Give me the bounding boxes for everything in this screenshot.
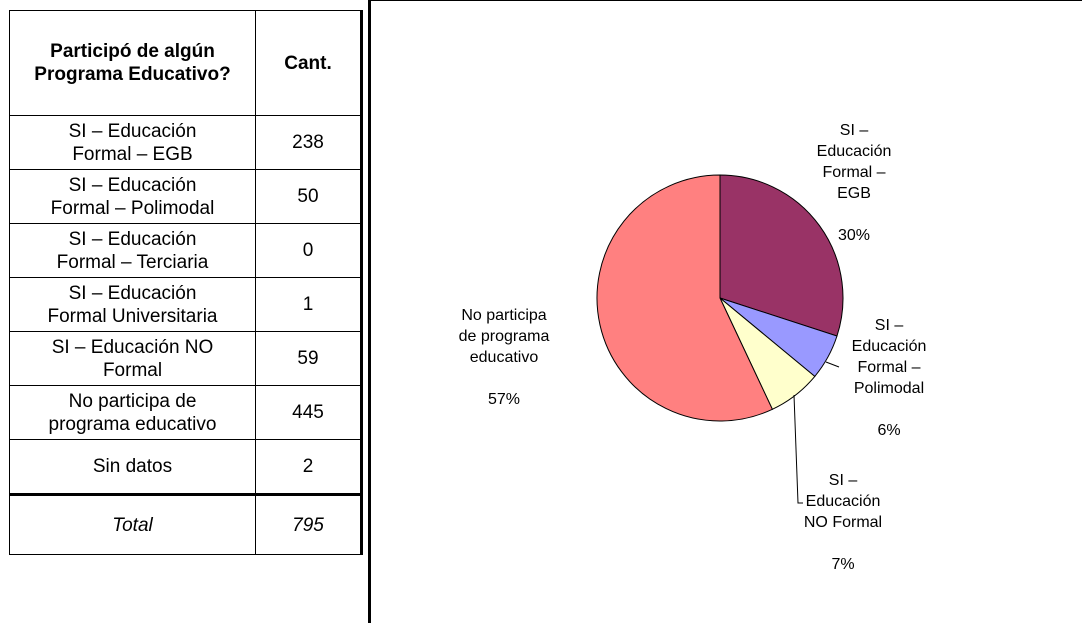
pie-slice-egb [719,174,844,337]
table-header-row: Participó de algún Programa Educativo? C… [9,10,362,116]
table-row: SI – Educación Formal – Polimodal 50 [9,169,362,224]
table-row: SI – Educación Formal – Terciaria 0 [9,223,362,278]
row-count: 2 [255,439,362,495]
table-row: Sin datos 2 [9,439,362,495]
row-count: 445 [255,385,362,440]
table-row: SI – Educación Formal – EGB 238 [9,115,362,170]
count-header: Cant. [255,10,362,116]
row-count: 0 [255,223,362,278]
row-label: SI – Educación Formal – Polimodal [9,169,256,224]
row-label: No participa de programa educativo [9,385,256,440]
row-label: SI – Educación Formal – Terciaria [9,223,256,278]
pie-slice-no-participa [596,174,774,422]
slice-name: SI – Educación Formal – EGB [816,122,892,202]
table-row: No participa de programa educativo 445 [9,385,362,440]
row-label: SI – Educación Formal Universitaria [9,277,256,332]
slice-percent: 6% [877,422,901,439]
slice-name: No participa de programa educativo [458,307,550,366]
table-row: SI – Educación NO Formal 59 [9,331,362,386]
question-header: Participó de algún Programa Educativo? [9,10,256,116]
row-label: Sin datos [9,439,256,495]
leader-line-no-formal [793,394,803,504]
leader-line-polimodal [825,361,840,368]
slice-label-no-formal: SI – Educación NO Formal 7% [788,449,898,575]
pie-chart [596,174,844,504]
row-count: 50 [255,169,362,224]
slice-label-no-participa: No participa de programa educativo 57% [439,284,569,410]
data-table: Participó de algún Programa Educativo? C… [9,10,363,555]
slice-name: SI – Educación NO Formal [803,472,883,531]
pie-chart-panel: SI – Educación Formal – EGB 30% SI – Edu… [368,0,1082,623]
total-row: Total 795 [9,493,362,555]
row-count: 1 [255,277,362,332]
row-count: 59 [255,331,362,386]
slice-percent: 7% [831,556,855,573]
slice-label-egb: SI – Educación Formal – EGB 30% [799,99,909,246]
row-label: SI – Educación NO Formal [9,331,256,386]
total-label: Total [9,493,256,555]
table-row: SI – Educación Formal Universitaria 1 [9,277,362,332]
total-count: 795 [255,493,362,555]
row-count: 238 [255,115,362,170]
row-label: SI – Educación Formal – EGB [9,115,256,170]
slice-name: SI – Educación Formal – Polimodal [851,317,927,397]
slice-percent: 57% [487,391,521,408]
slice-label-polimodal: SI – Educación Formal – Polimodal 6% [834,294,944,441]
slice-percent: 30% [837,227,871,244]
